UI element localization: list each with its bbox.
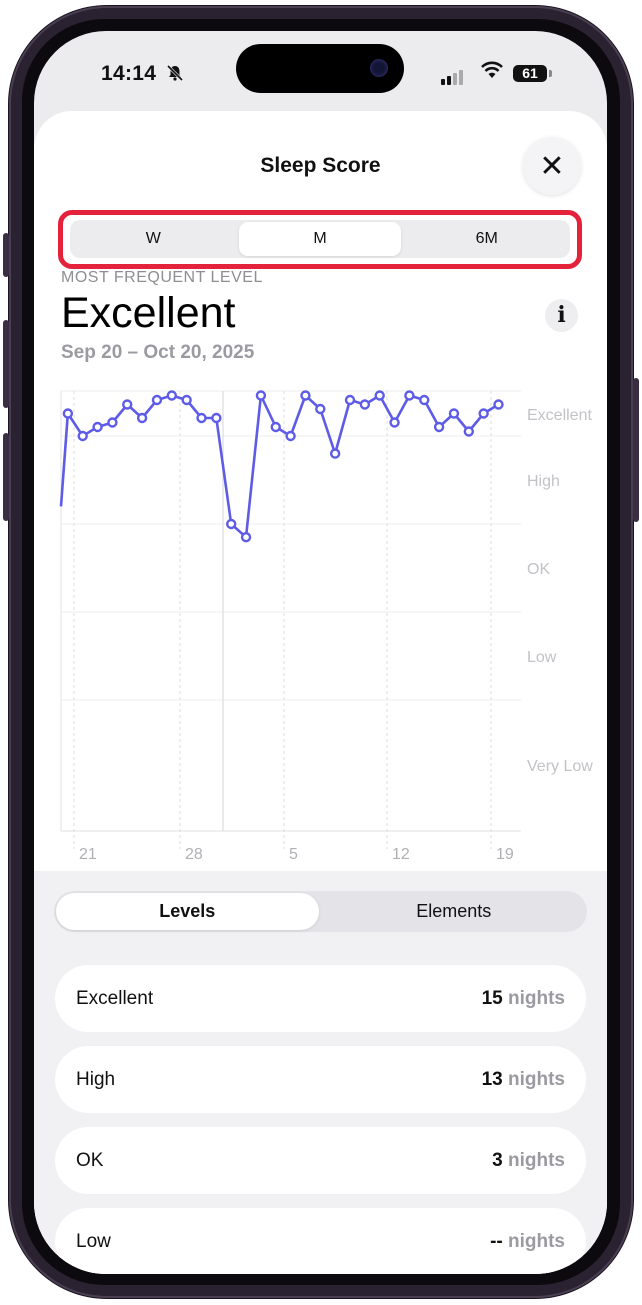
chart-data-point — [419, 394, 430, 406]
chart-data-point — [359, 399, 371, 410]
levels-elements-tabs: Levels Elements — [54, 891, 587, 932]
wifi-icon — [480, 61, 504, 85]
screen: 14:14 61 Sleep Score ✕ — [34, 31, 607, 1274]
chart-data-point — [315, 403, 326, 415]
chart-data-point — [389, 417, 400, 428]
power-button — [633, 378, 639, 522]
battery-icon — [549, 70, 552, 77]
sheet-title: Sleep Score — [260, 154, 381, 177]
chart-data-point — [329, 448, 341, 459]
chart-data-point — [270, 421, 281, 433]
level-name: Low — [76, 1231, 111, 1252]
chart-data-point — [196, 412, 207, 424]
frequent-level-label: MOST FREQUENT LEVEL — [61, 269, 263, 286]
level-row-low[interactable]: Low -- nights — [55, 1208, 586, 1274]
chart-data-point — [374, 390, 385, 401]
chart-data-point — [448, 408, 460, 419]
chart-data-point — [404, 390, 415, 401]
level-count: 13 nights — [481, 1069, 565, 1090]
action-button — [3, 233, 9, 277]
chart-x-tick-label: 28 — [185, 846, 203, 863]
dynamic-island — [236, 44, 404, 93]
cellular-signal-icon — [441, 67, 465, 85]
silent-mode-icon — [166, 64, 184, 87]
status-time: 14:14 — [101, 62, 157, 85]
chart-data-point — [181, 394, 192, 406]
chart-x-tick-label: 12 — [392, 846, 410, 863]
info-button[interactable]: i — [545, 299, 578, 332]
level-row-excellent[interactable]: Excellent 15 nights — [55, 965, 586, 1032]
level-name: Excellent — [76, 988, 154, 1009]
chart-data-point — [151, 394, 163, 406]
level-name: OK — [76, 1150, 104, 1171]
sleep-score-chart[interactable]: 21 28 5 12 19 Excellent High OK Low Very Low — [34, 376, 607, 871]
highlight-box — [58, 210, 582, 269]
info-icon: i — [557, 302, 566, 328]
level-count: -- nights — [490, 1231, 565, 1252]
tab-elements[interactable]: Elements — [416, 901, 492, 921]
frequent-level-value: Excellent — [61, 289, 236, 337]
front-camera — [370, 59, 388, 77]
level-count: 15 nights — [481, 988, 565, 1009]
chart-y-level-label: OK — [527, 561, 550, 578]
chart-data-point — [92, 421, 103, 433]
chart-data-point — [122, 399, 133, 410]
level-count: 3 nights — [492, 1150, 565, 1171]
chart-series-lead-in — [59, 413, 70, 507]
chart-data-point — [285, 430, 296, 442]
chart-data-point — [225, 518, 237, 530]
level-row-ok[interactable]: OK 3 nights — [55, 1127, 586, 1194]
level-name: High — [76, 1069, 116, 1090]
chart-data-point — [136, 412, 148, 424]
chart-data-point — [107, 417, 118, 428]
chart-data-point — [478, 408, 489, 419]
battery-level: 61 — [513, 65, 547, 82]
volume-down-button — [3, 433, 9, 521]
chart-x-tick-label: 21 — [79, 846, 97, 863]
chart-x-tick-label: 5 — [289, 846, 298, 863]
chart-data-point — [300, 390, 311, 401]
range-six-months[interactable]: 6M — [475, 230, 498, 247]
chart-y-level-label: High — [527, 473, 560, 490]
sleep-score-sheet: Sleep Score ✕ W M 6M MOST FREQUENT LEVEL… — [34, 111, 607, 1274]
chart-data-point — [493, 399, 504, 410]
range-month[interactable]: M — [238, 222, 402, 256]
levels-section: Levels Elements Excellent 15 nights High… — [34, 871, 607, 1274]
chart-data-point — [166, 390, 178, 401]
chart-data-point — [255, 390, 267, 401]
volume-up-button — [3, 320, 9, 408]
time-range-selector: W M 6M — [70, 220, 570, 258]
chart-data-point — [62, 408, 74, 419]
tab-levels[interactable]: Levels — [56, 893, 319, 930]
status-bar: 14:14 61 — [34, 31, 607, 111]
chart-data-point — [463, 426, 474, 437]
close-button[interactable]: ✕ — [523, 137, 581, 195]
chart-y-level-label: Very Low — [527, 758, 593, 775]
close-icon: ✕ — [539, 149, 565, 183]
chart-data-point — [240, 531, 252, 543]
chart-series-line — [66, 394, 500, 539]
date-range: Sep 20 – Oct 20, 2025 — [61, 342, 255, 363]
chart-data-point — [211, 412, 222, 424]
range-week[interactable]: W — [145, 230, 161, 247]
chart-data-point — [433, 421, 445, 433]
chart-x-tick-label: 19 — [496, 846, 514, 863]
chart-data-point — [77, 430, 88, 442]
chart-data-point — [344, 394, 356, 406]
chart-y-level-label: Excellent — [527, 407, 592, 424]
chart-y-level-label: Low — [527, 649, 557, 666]
level-row-high[interactable]: High 13 nights — [55, 1046, 586, 1113]
